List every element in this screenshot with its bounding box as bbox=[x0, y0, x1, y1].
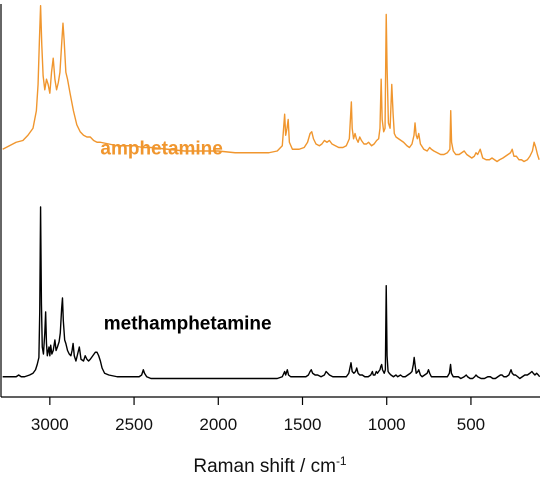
series-label-layer: amphetamine methamphetamine bbox=[100, 139, 271, 335]
series-line-amphetamine bbox=[2, 5, 540, 163]
x-tick-layer: 3000 2500 2000 1500 1000 500 bbox=[31, 397, 485, 434]
series-label-methamphetamine: methamphetamine bbox=[104, 314, 272, 335]
x-tick-label-1500: 1500 bbox=[284, 415, 322, 434]
x-axis-title-superscript: -1 bbox=[336, 454, 347, 468]
x-tick-label-2500: 2500 bbox=[115, 415, 153, 434]
x-axis-title-text: Raman shift / cm bbox=[193, 456, 336, 477]
series-layer bbox=[2, 5, 540, 380]
x-tick-label-3000: 3000 bbox=[31, 415, 69, 434]
series-line-methamphetamine bbox=[2, 206, 540, 380]
x-axis-title: Raman shift / cm-1 bbox=[193, 454, 347, 477]
x-tick-label-1000: 1000 bbox=[368, 415, 406, 434]
series-label-amphetamine: amphetamine bbox=[100, 139, 222, 160]
x-tick-label-2000: 2000 bbox=[199, 415, 237, 434]
x-tick-label-500: 500 bbox=[457, 415, 485, 434]
